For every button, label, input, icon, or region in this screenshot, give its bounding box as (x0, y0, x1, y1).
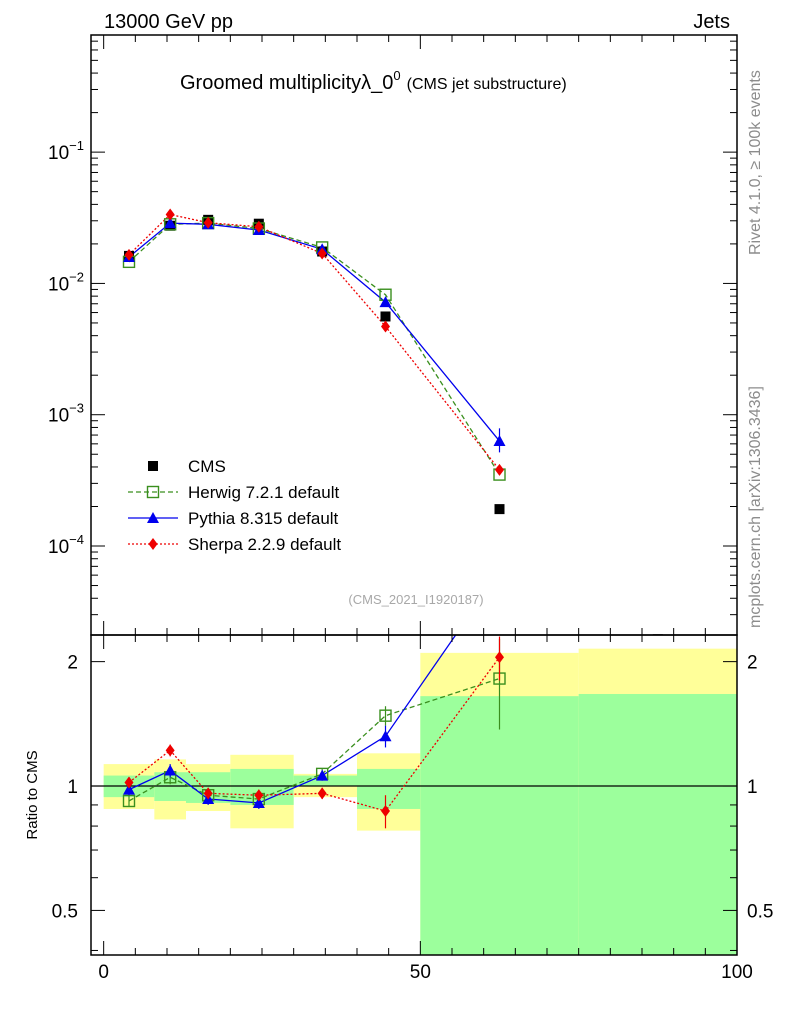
pythia-ratio-point-1 (164, 764, 177, 776)
legend: CMS Herwig 7.2.1 default Pythia 8.315 defa… (128, 457, 341, 554)
sherpa-point-1 (165, 208, 175, 221)
pythia-ratio-point-4 (316, 769, 329, 781)
main-title: Groomed multiplicityλ_00 (CMS jet substru… (180, 68, 567, 94)
tick-labels: 10−110−210−310−40.5 0.51 12 20 50 100 (48, 138, 773, 983)
inner-band-bin-6 (420, 696, 579, 955)
xtick-label-0: 0 (98, 962, 109, 983)
main-title-text: Groomed multiplicityλ_0 (180, 72, 393, 94)
sherpa-line (128, 213, 501, 471)
ratio-ytick-label-right-1: 1 (747, 777, 758, 798)
pythia-ratio-point-0 (123, 783, 135, 795)
sherpa-point-6 (495, 463, 504, 476)
ratio-series-layer (122, 635, 506, 829)
herwig-line (128, 222, 501, 475)
pythia-ratio-point-5 (379, 730, 392, 742)
pythia-ratio-point-3 (252, 796, 265, 808)
ratio-uncertainty-bands (103, 648, 737, 979)
cms-point-6 (494, 504, 505, 515)
inner-band-bin-7 (578, 693, 737, 955)
analysis-tag: (CMS_2021_I1920187) (348, 592, 483, 607)
ratio-ytick-label-right-0: 0.5 (747, 901, 773, 922)
ratio-axis-label: Ratio to CMS (24, 750, 41, 839)
pythia-ratio-line (128, 635, 457, 804)
ratio-ytick-label-left-2: 2 (67, 653, 78, 674)
ytick-base: 10 (48, 143, 69, 164)
legend-label-pythia: Pythia 8.315 default (188, 509, 339, 528)
xtick-label-1: 50 (410, 962, 431, 983)
sherpa-point-0 (124, 248, 134, 261)
main-title-superscript: 0 (393, 68, 400, 83)
header-right: Jets (693, 11, 730, 33)
legend-label-cms: CMS (188, 457, 226, 476)
inner-band-bin-5 (357, 768, 421, 809)
inner-band-bin-3 (230, 768, 294, 805)
ytick-base: 10 (48, 406, 69, 427)
sherpa-ratio-point-2 (203, 787, 213, 800)
mcplots-label: mcplots.cern.ch [arXiv:1306.3436] (747, 386, 764, 628)
sherpa-point-3 (254, 220, 264, 233)
legend-marker-sherpa (148, 538, 158, 550)
legend-label-herwig: Herwig 7.2.1 default (188, 483, 339, 502)
sherpa-point-4 (317, 247, 327, 260)
ytick-exponent: −1 (69, 138, 84, 153)
herwig-ratio-point-0 (122, 794, 136, 808)
pythia-point-1 (164, 217, 177, 229)
sherpa-ratio-point-0 (124, 776, 134, 789)
main-ytick-label-0: 10−1 (48, 138, 84, 164)
xtick-label-2: 100 (721, 962, 753, 983)
sherpa-ratio-point-1 (165, 744, 175, 757)
main-series-layer (122, 208, 663, 635)
sherpa-ratio-point-4 (317, 787, 327, 800)
legend-marker-pythia (147, 512, 159, 523)
ratio-frame (90, 634, 738, 956)
axes-frame (90, 34, 738, 956)
ratio-ytick-label-right-2: 2 (747, 653, 758, 674)
ytick-exponent: −4 (69, 532, 84, 547)
cms-point-5 (380, 311, 391, 322)
header-left: 13000 GeV pp (104, 11, 233, 33)
outer-band-strip-6 (420, 964, 578, 979)
sherpa-ratio-point-6 (495, 651, 504, 664)
main-subtitle: (CMS jet substructure) (407, 76, 567, 93)
ytick-base: 10 (48, 537, 69, 558)
ratio-ytick-label-left-0: 0.5 (52, 901, 78, 922)
rivet-version-label: Rivet 4.1.0, ≥ 100k events (747, 70, 764, 255)
ytick-exponent: −2 (69, 269, 84, 284)
inner-band-bin-4 (293, 775, 357, 787)
axis-ticks (91, 35, 738, 955)
ytick-exponent: −3 (69, 401, 84, 416)
pythia-point-5 (379, 296, 392, 308)
sherpa-point-5 (381, 320, 390, 333)
ytick-base: 10 (48, 274, 69, 295)
legend-marker-herwig (146, 485, 160, 499)
main-ytick-label-3: 10−4 (48, 532, 84, 558)
pythia-line (128, 222, 501, 442)
legend-label-sherpa: Sherpa 2.2.9 default (188, 535, 341, 554)
legend-marker-cms (148, 461, 158, 471)
sherpa-point-2 (203, 216, 213, 229)
herwig-ratio-point-5 (379, 709, 392, 722)
ratio-ytick-label-left-1: 1 (67, 777, 78, 798)
main-ytick-label-1: 10−2 (48, 269, 84, 295)
sherpa-ratio-point-5 (381, 805, 390, 818)
sherpa-ratio-point-3 (254, 789, 264, 802)
main-ytick-label-2: 10−3 (48, 401, 84, 427)
